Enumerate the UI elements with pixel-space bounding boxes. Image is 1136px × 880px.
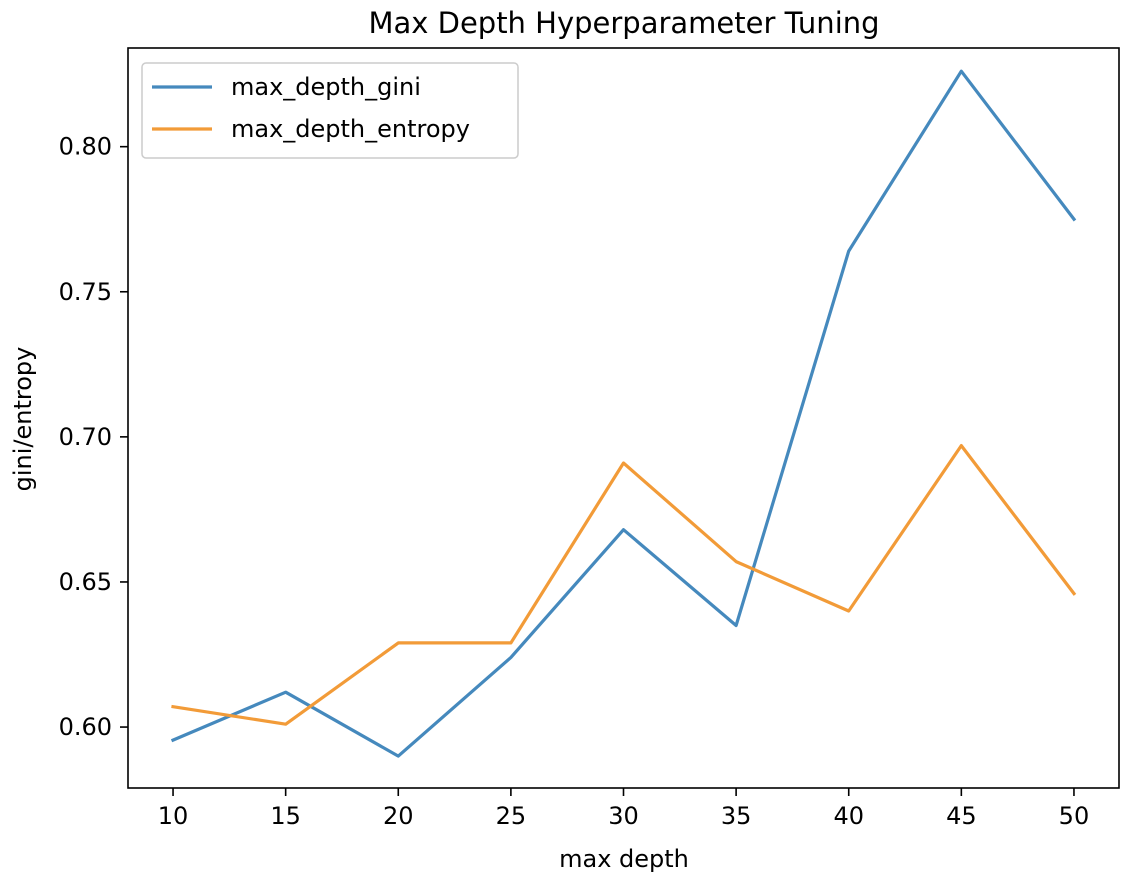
x-tick-label: 40 bbox=[833, 802, 864, 830]
y-axis-ticks: 0.60 0.65 0.70 0.75 0.80 bbox=[59, 133, 128, 741]
x-tick-label: 45 bbox=[946, 802, 977, 830]
x-axis-label: max depth bbox=[559, 845, 689, 873]
legend-label-max-depth-entropy: max_depth_entropy bbox=[231, 115, 470, 143]
legend-box bbox=[141, 62, 519, 159]
legend: max_depth_gini max_depth_entropy bbox=[141, 62, 519, 159]
x-tick-label: 35 bbox=[721, 802, 752, 830]
x-tick-label: 30 bbox=[608, 802, 639, 830]
chart-title: Max Depth Hyperparameter Tuning bbox=[368, 6, 879, 40]
x-tick-label: 15 bbox=[270, 802, 301, 830]
y-tick-label: 0.80 bbox=[59, 133, 112, 161]
x-tick-label: 10 bbox=[158, 802, 189, 830]
y-tick-label: 0.65 bbox=[59, 568, 112, 596]
series-line-max-depth-entropy bbox=[171, 444, 1077, 726]
x-tick-label: 50 bbox=[1059, 802, 1090, 830]
series-layer bbox=[170, 69, 1077, 758]
y-tick-label: 0.60 bbox=[59, 713, 112, 741]
series-line-max-depth-gini bbox=[170, 69, 1077, 758]
x-tick-label: 20 bbox=[383, 802, 414, 830]
x-axis-ticks: 10 15 20 25 30 35 40 45 50 bbox=[158, 788, 1089, 830]
plot-frame bbox=[127, 47, 1120, 789]
y-axis-label: gini/entropy bbox=[9, 347, 37, 492]
legend-label-max-depth-gini: max_depth_gini bbox=[231, 73, 421, 101]
x-tick-label: 25 bbox=[496, 802, 527, 830]
y-tick-label: 0.70 bbox=[59, 423, 112, 451]
y-tick-label: 0.75 bbox=[59, 278, 112, 306]
